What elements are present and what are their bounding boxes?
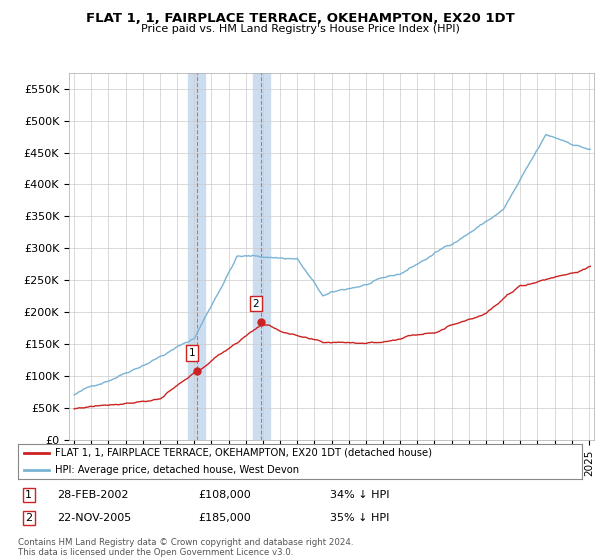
Text: FLAT 1, 1, FAIRPLACE TERRACE, OKEHAMPTON, EX20 1DT: FLAT 1, 1, FAIRPLACE TERRACE, OKEHAMPTON…: [86, 12, 514, 25]
Text: 1: 1: [188, 348, 195, 358]
Text: £185,000: £185,000: [198, 513, 251, 523]
Text: 22-NOV-2005: 22-NOV-2005: [57, 513, 131, 523]
Bar: [253, 73, 270, 440]
Text: 35% ↓ HPI: 35% ↓ HPI: [330, 513, 389, 523]
Text: HPI: Average price, detached house, West Devon: HPI: Average price, detached house, West…: [55, 465, 299, 475]
Text: 2: 2: [253, 299, 259, 309]
Text: 2: 2: [25, 513, 32, 523]
Text: 34% ↓ HPI: 34% ↓ HPI: [330, 490, 389, 500]
Bar: [188, 73, 205, 440]
Text: 1: 1: [25, 490, 32, 500]
Text: £108,000: £108,000: [198, 490, 251, 500]
Text: Price paid vs. HM Land Registry's House Price Index (HPI): Price paid vs. HM Land Registry's House …: [140, 24, 460, 34]
Text: FLAT 1, 1, FAIRPLACE TERRACE, OKEHAMPTON, EX20 1DT (detached house): FLAT 1, 1, FAIRPLACE TERRACE, OKEHAMPTON…: [55, 448, 431, 458]
Text: Contains HM Land Registry data © Crown copyright and database right 2024.
This d: Contains HM Land Registry data © Crown c…: [18, 538, 353, 557]
Text: 28-FEB-2002: 28-FEB-2002: [57, 490, 128, 500]
